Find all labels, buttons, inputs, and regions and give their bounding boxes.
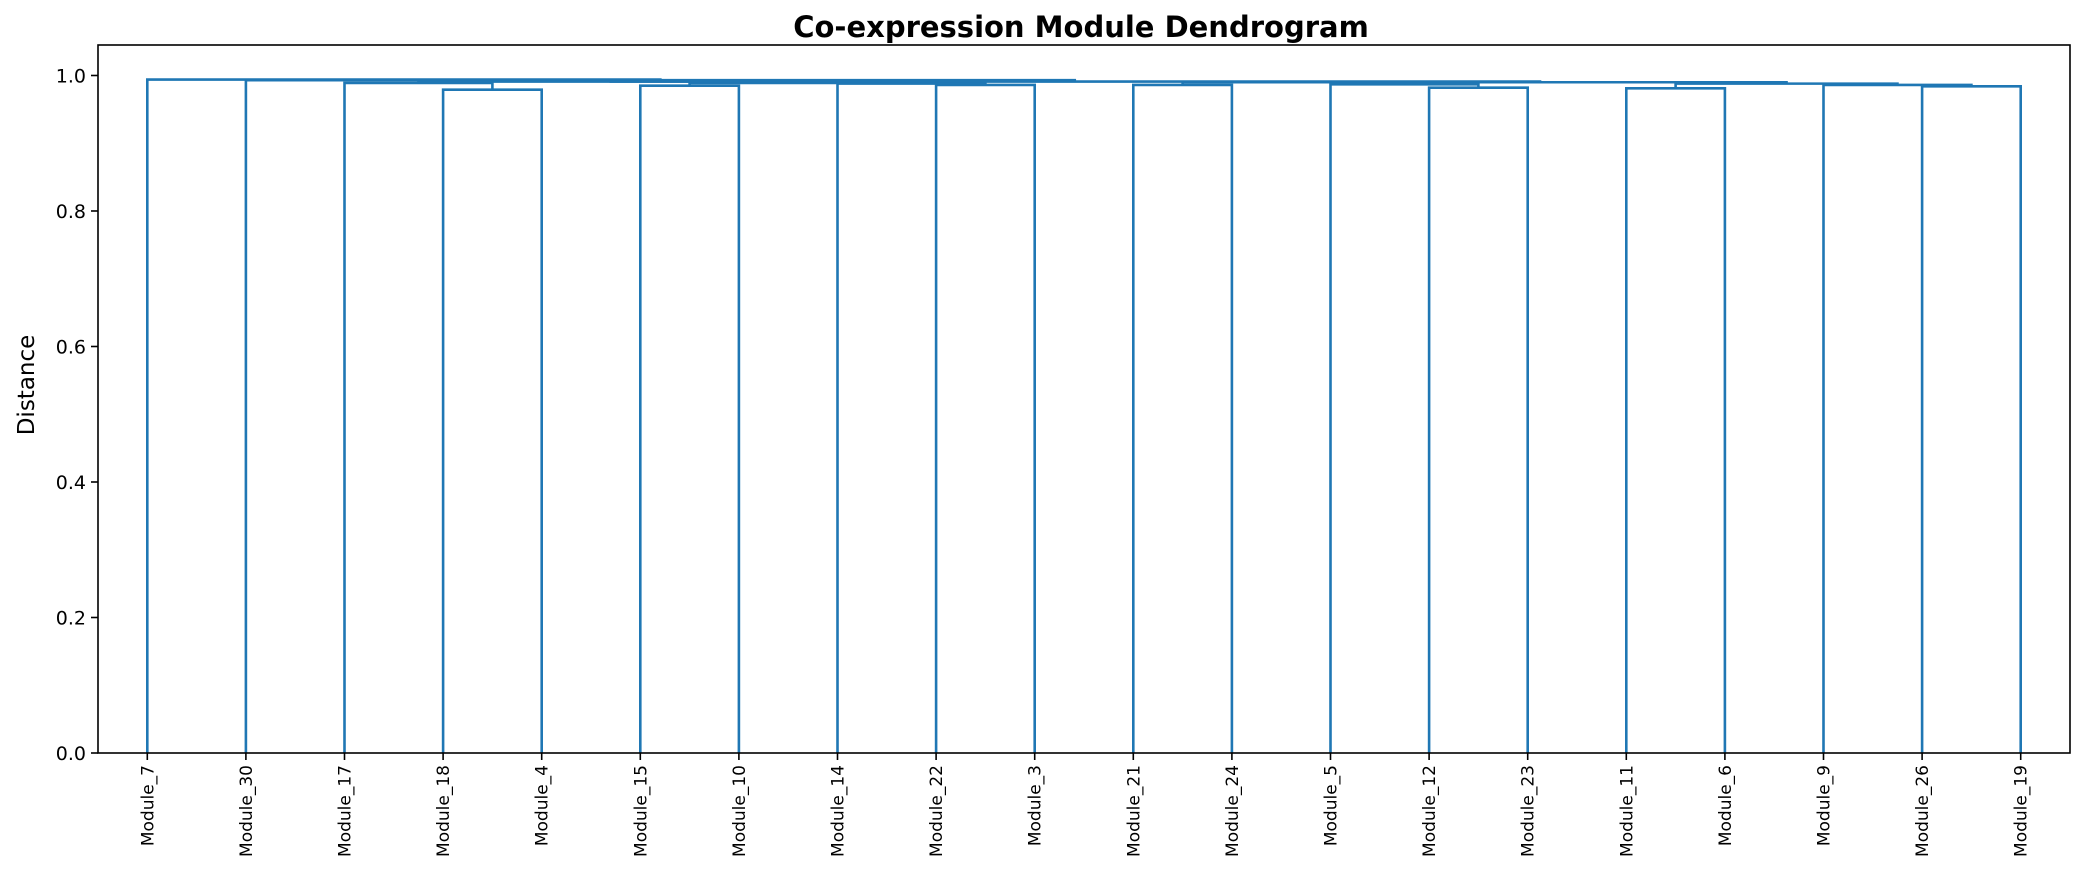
plot-frame (97, 44, 2071, 754)
y-tick-label: 0.2 (56, 607, 86, 629)
leaf-label: Module_9 (1815, 765, 1835, 846)
leaf-label: Module_11 (1617, 765, 1637, 857)
leaf-label: Module_6 (1716, 765, 1736, 846)
dendrogram-link (1625, 87, 1727, 753)
leaf-label: Module_10 (730, 765, 750, 857)
leaf-label: Module_12 (1420, 765, 1440, 857)
leaf-label: Module_4 (533, 765, 553, 846)
dendrogram-link (836, 82, 987, 753)
x-axis: Module_7 Module_30 Module_17 Module_18 Modul… (138, 753, 2032, 857)
leaf-label: Module_18 (434, 765, 454, 857)
y-axis-label: Distance (14, 335, 40, 436)
leaf-label: Module_7 (138, 765, 158, 846)
leaf-label: Module_3 (1026, 765, 1046, 846)
dendrogram-link (934, 83, 1036, 753)
leaf-label: Module_30 (237, 765, 257, 857)
y-tick-label: 0.8 (56, 201, 86, 223)
leaf-label: Module_22 (927, 765, 947, 857)
leaf-label: Module_5 (1322, 765, 1342, 846)
dendrogram-link (343, 81, 494, 753)
dendrogram-link (146, 78, 662, 753)
y-tick-label: 0.0 (56, 743, 86, 765)
leaf-label: Module_14 (829, 765, 849, 857)
leaf-label: Module_19 (2012, 765, 2032, 857)
chart-title: Co-expression Module Dendrogram (793, 10, 1369, 44)
leaf-label: Module_26 (1913, 765, 1933, 857)
dendrogram-link (1427, 86, 1529, 753)
dendrogram-link (638, 84, 741, 753)
leaf-label: Module_24 (1223, 765, 1243, 857)
dendrogram-link (1132, 83, 1234, 753)
dendrogram-links (146, 78, 2022, 753)
leaf-label: Module_21 (1124, 765, 1144, 857)
leaf-label: Module_23 (1519, 765, 1539, 857)
y-tick-label: 0.4 (56, 472, 86, 494)
dendrogram-link (441, 88, 544, 753)
dendrogram-link (1329, 83, 1480, 753)
dendrogram-link (1822, 83, 1973, 753)
leaf-label: Module_15 (631, 765, 651, 857)
leaf-label: Module_17 (336, 765, 356, 857)
dendrogram-link (244, 78, 1077, 753)
y-tick-label: 1.0 (56, 65, 86, 87)
y-tick-label: 0.6 (56, 336, 86, 358)
y-axis: 0.0 0.2 0.4 0.6 0.8 1.0 (56, 65, 98, 765)
dendrogram-link (609, 80, 1542, 83)
dendrogram-link (1920, 85, 2022, 753)
